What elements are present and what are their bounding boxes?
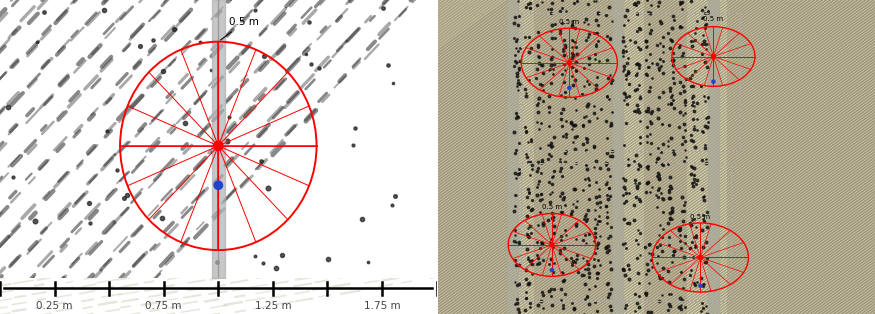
Point [212,143,226,149]
Text: 0.5 m: 0.5 m [559,19,579,25]
Bar [644,0,687,314]
Text: 0.5 m: 0.5 m [690,214,710,220]
Text: 1.25 m: 1.25 m [255,301,291,311]
Point [545,268,559,273]
Point [212,183,226,188]
Text: 1.75 m: 1.75 m [364,301,401,311]
Bar [726,0,875,314]
Point [693,283,707,288]
Bar [535,0,613,314]
Bar [522,13,739,151]
Point [563,85,577,90]
Bar [522,163,731,301]
Point [545,242,559,247]
Text: 0.5 m: 0.5 m [220,18,259,40]
Point [563,60,577,65]
Point [693,255,707,260]
Point [706,54,720,59]
Bar [438,0,508,314]
Text: 0.5 m: 0.5 m [704,16,724,22]
Point [706,79,720,84]
Text: 0.5 m: 0.5 m [542,204,562,210]
Text: 0.75 m: 0.75 m [145,301,182,311]
Text: 0.25 m: 0.25 m [37,301,73,311]
